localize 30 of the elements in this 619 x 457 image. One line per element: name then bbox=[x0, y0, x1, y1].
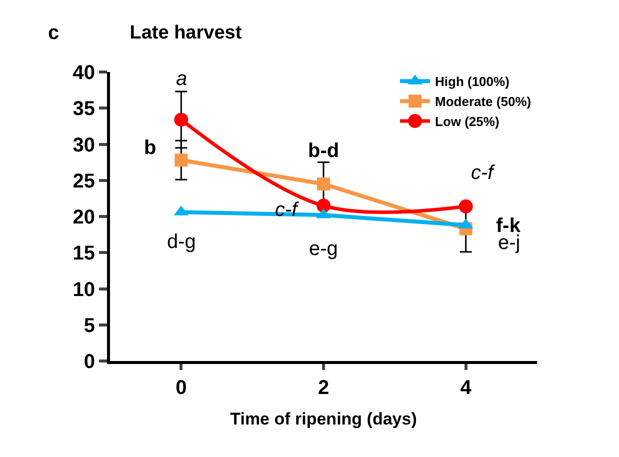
y-tick-label: 0 bbox=[84, 351, 95, 373]
point bbox=[174, 112, 188, 127]
y-tick-label: 20 bbox=[72, 206, 95, 228]
legend-label: Low (25%) bbox=[435, 114, 500, 130]
annotation: b-d bbox=[308, 140, 340, 162]
x-axis-title: Time of ripening (days) bbox=[230, 409, 417, 428]
x-tick-label: 2 bbox=[318, 377, 330, 399]
y-tick-label: 10 bbox=[72, 278, 95, 301]
annotation: b bbox=[144, 137, 156, 159]
y-tick-label: 15 bbox=[72, 242, 95, 265]
annotation: a bbox=[176, 68, 188, 90]
y-tick-label: 35 bbox=[72, 98, 95, 120]
point bbox=[174, 154, 188, 167]
annotation: e-g bbox=[309, 238, 338, 260]
chart-title: Late harvest bbox=[130, 22, 242, 44]
y-tick-label: 40 bbox=[72, 62, 95, 84]
y-tick-label: 25 bbox=[72, 170, 95, 192]
x-tick-label: 4 bbox=[460, 377, 472, 399]
point bbox=[458, 199, 473, 214]
y-tick-label: 5 bbox=[84, 314, 95, 337]
point bbox=[316, 198, 330, 213]
annotation: c-f bbox=[471, 162, 496, 184]
text: c bbox=[48, 22, 60, 44]
annotation: d-g bbox=[167, 231, 196, 253]
y-tick-label: 30 bbox=[72, 134, 95, 156]
legend-label: Moderate (50%) bbox=[435, 94, 532, 110]
x-tick-label: 0 bbox=[176, 377, 187, 399]
legend-label: High (100%) bbox=[435, 74, 510, 90]
point bbox=[317, 177, 330, 190]
annotation: e-j bbox=[498, 232, 520, 254]
